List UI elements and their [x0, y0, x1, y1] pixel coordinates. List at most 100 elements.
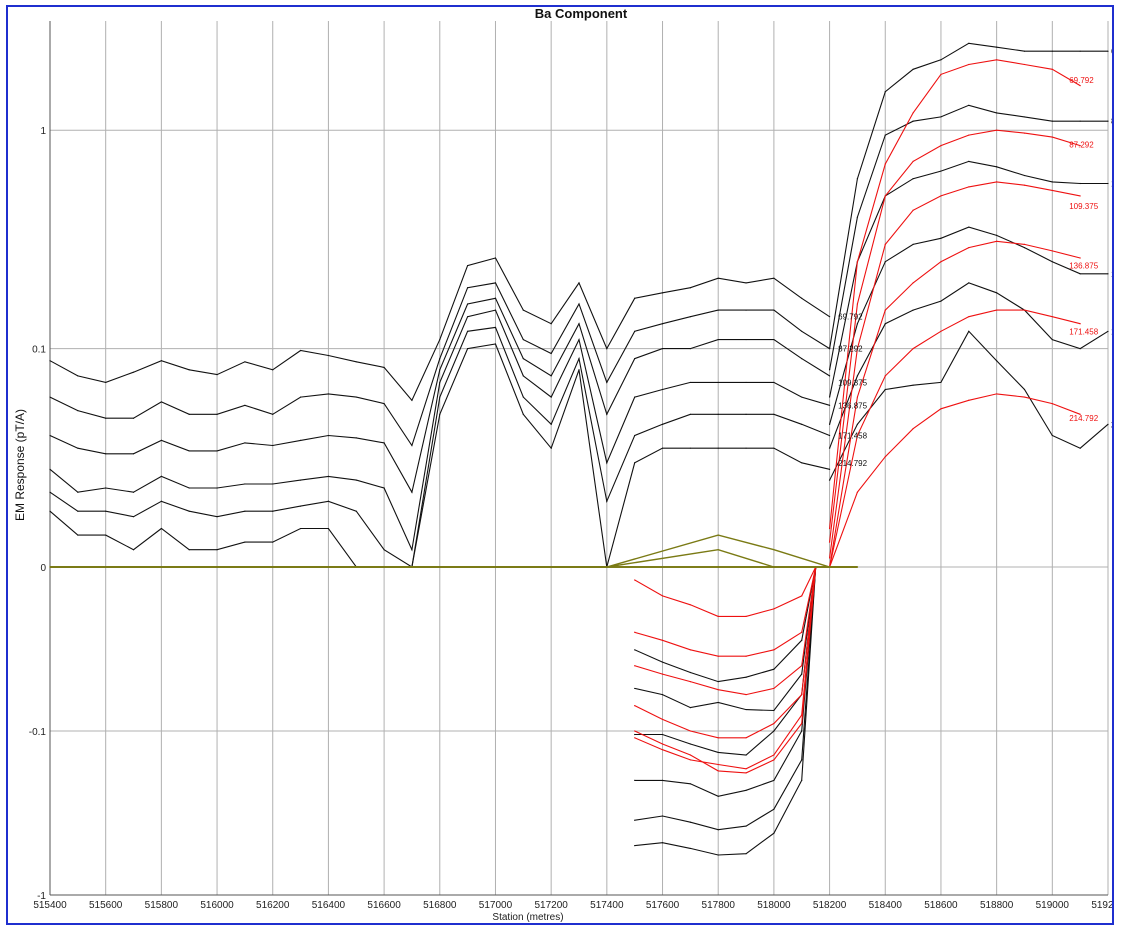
data-point: [884, 91, 886, 93]
x-tick-label: 515800: [145, 900, 179, 911]
data-point: [801, 595, 803, 597]
data-point: [968, 160, 970, 162]
data-point: [828, 447, 831, 449]
data-point: [689, 681, 691, 683]
chart-title: Ba Component: [535, 7, 628, 21]
data-point: [1079, 195, 1081, 197]
data-point: [828, 316, 831, 318]
data-point: [634, 462, 636, 464]
data-point: [661, 661, 664, 663]
data-point: [745, 737, 747, 739]
data-point: [801, 297, 803, 299]
data-label: 87.292: [838, 345, 863, 354]
data-point: [884, 261, 886, 263]
data-point: [105, 534, 107, 536]
data-point: [1107, 50, 1109, 52]
data-point: [132, 549, 135, 551]
data-point: [884, 309, 886, 311]
data-label: 171.458: [1069, 327, 1098, 336]
data-point: [773, 413, 775, 415]
data-point: [578, 369, 580, 371]
data-point: [661, 815, 664, 817]
data-point: [689, 743, 691, 745]
data-point: [1051, 189, 1053, 192]
data-point: [912, 309, 914, 311]
data-point: [717, 681, 719, 683]
data-point: [299, 527, 302, 530]
data-point: [244, 404, 246, 406]
data-point: [49, 510, 51, 512]
data-point: [661, 842, 664, 844]
data-point: [411, 399, 413, 401]
data-point: [661, 749, 664, 751]
data-point: [912, 243, 914, 245]
data-label: 136.8: [1111, 270, 1112, 279]
data-point: [689, 316, 691, 318]
data-point: [717, 309, 719, 311]
series-line-black-8: [829, 160, 1108, 398]
data-point: [1079, 348, 1081, 350]
data-point: [940, 145, 942, 147]
data-point: [1051, 120, 1053, 122]
data-point: [1023, 174, 1026, 177]
data-point: [550, 447, 552, 449]
data-point: [828, 423, 831, 425]
data-point: [856, 375, 859, 377]
data-point: [160, 527, 162, 530]
data-point: [912, 428, 914, 430]
data-point: [968, 282, 970, 284]
data-point: [1023, 116, 1026, 118]
data-point: [745, 768, 747, 770]
data-point: [940, 261, 942, 263]
series-line-black-7: [829, 104, 1108, 370]
data-point: [299, 505, 302, 507]
data-point: [216, 374, 218, 376]
data-point: [49, 360, 51, 362]
data-point: [1051, 250, 1053, 252]
data-point: [439, 338, 441, 341]
data-point: [494, 309, 497, 311]
data-point: [940, 237, 942, 239]
data-point: [801, 631, 803, 633]
data-point: [634, 434, 636, 437]
data-point: [689, 754, 691, 756]
data-point: [745, 447, 747, 449]
series-line-black-18: [634, 566, 817, 683]
data-point: [828, 566, 831, 568]
data-point: [1107, 182, 1109, 185]
data-point: [940, 73, 942, 76]
data-point: [494, 326, 497, 329]
data-point: [439, 413, 441, 415]
data-point: [411, 491, 413, 493]
y-tick-label: -1: [37, 891, 46, 902]
data-label: 109.3: [1111, 180, 1112, 189]
data-point: [828, 527, 831, 530]
data-point: [968, 104, 970, 106]
data-point: [689, 759, 691, 761]
x-tick-label: 516200: [256, 900, 290, 911]
data-point: [77, 534, 79, 536]
data-point: [996, 112, 998, 114]
data-point: [77, 510, 79, 512]
data-point: [494, 297, 497, 299]
data-point: [828, 375, 831, 377]
data-point: [1107, 120, 1109, 122]
data-point: [522, 309, 524, 311]
data-point: [661, 743, 664, 745]
data-point: [439, 357, 441, 360]
data-point: [661, 779, 664, 781]
data-point: [244, 541, 246, 543]
data-point: [801, 639, 803, 641]
data-point: [467, 287, 469, 289]
data-point: [745, 708, 747, 711]
data-point: [968, 134, 970, 136]
data-point: [968, 42, 970, 44]
data-point: [634, 297, 636, 299]
data-point: [522, 375, 524, 377]
data-point: [856, 491, 859, 493]
y-tick-label: 1: [40, 126, 46, 137]
x-tick-label: 517600: [646, 900, 680, 911]
data-point: [801, 722, 803, 725]
data-point: [661, 718, 664, 721]
data-point: [188, 510, 190, 512]
